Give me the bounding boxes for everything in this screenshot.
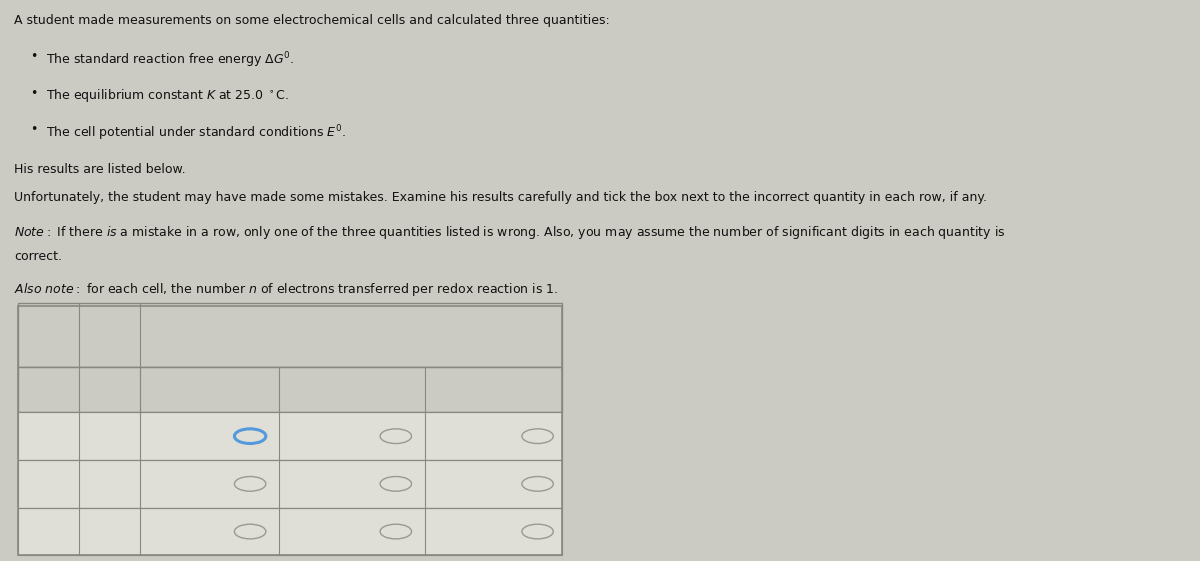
Text: A student made measurements on some electrochemical cells and calculated three q: A student made measurements on some elec…	[14, 14, 610, 27]
FancyBboxPatch shape	[18, 460, 562, 508]
Text: 3.03 × 10: 3.03 × 10	[293, 522, 355, 535]
Text: −77. kJ/mol: −77. kJ/mol	[151, 475, 224, 488]
Text: $E$: $E$	[479, 380, 488, 394]
Text: 0: 0	[228, 373, 234, 382]
Text: •: •	[30, 87, 37, 100]
Text: $K$: $K$	[346, 380, 358, 394]
Text: 0: 0	[505, 373, 510, 382]
Text: −63. kJ/mol: −63. kJ/mol	[151, 427, 224, 440]
FancyBboxPatch shape	[18, 303, 562, 367]
Text: •: •	[30, 123, 37, 136]
Text: 0.65 V: 0.65 V	[439, 427, 479, 440]
FancyBboxPatch shape	[18, 412, 562, 460]
Text: 13: 13	[434, 463, 446, 473]
Text: 1: 1	[106, 522, 113, 535]
Text: 9.18 × 10: 9.18 × 10	[293, 427, 355, 440]
Text: −0.38 V: −0.38 V	[439, 522, 490, 535]
Text: $n$: $n$	[104, 323, 114, 336]
Text: $\mathit{Also\ note:}$ for each cell, the number $n$ of electrons transferred pe: $\mathit{Also\ note:}$ for each cell, th…	[14, 280, 559, 297]
Text: 37. kJ/mol: 37. kJ/mol	[151, 522, 214, 535]
Text: 3.09 × 10: 3.09 × 10	[293, 475, 355, 488]
Text: B: B	[44, 475, 53, 488]
Text: The equilibrium constant $K$ at 25.0 $^\circ$C.: The equilibrium constant $K$ at 25.0 $^\…	[46, 87, 289, 104]
Text: −12: −12	[434, 416, 454, 425]
Text: $\mathit{Note:}$ If there $\mathit{is}$ a mistake in a row, only one of the thre: $\mathit{Note:}$ If there $\mathit{is}$ …	[14, 224, 1006, 241]
Text: Unfortunately, the student may have made some mistakes. Examine his results care: Unfortunately, the student may have made…	[14, 191, 988, 204]
Text: correct.: correct.	[14, 250, 62, 263]
Text: (Check the box next to any that are wrong.): (Check the box next to any that are wron…	[221, 335, 481, 348]
Text: $\Delta G$: $\Delta G$	[190, 380, 210, 394]
FancyBboxPatch shape	[18, 367, 562, 412]
Text: cell: cell	[36, 323, 60, 336]
Text: The standard reaction free energy $\Delta G^0$.: The standard reaction free energy $\Delt…	[46, 50, 294, 70]
Text: C: C	[44, 522, 53, 535]
FancyBboxPatch shape	[18, 508, 562, 555]
Text: The cell potential under standard conditions $E^0$.: The cell potential under standard condit…	[46, 123, 346, 143]
Text: •: •	[30, 50, 37, 63]
Text: His results are listed below.: His results are listed below.	[14, 163, 186, 176]
Text: 1: 1	[106, 427, 113, 440]
Text: 1: 1	[106, 475, 113, 488]
Text: −0.80 V: −0.80 V	[439, 475, 490, 488]
Text: 6: 6	[434, 511, 440, 521]
Text: A: A	[44, 427, 53, 440]
Text: calculated quantities: calculated quantities	[277, 310, 425, 323]
